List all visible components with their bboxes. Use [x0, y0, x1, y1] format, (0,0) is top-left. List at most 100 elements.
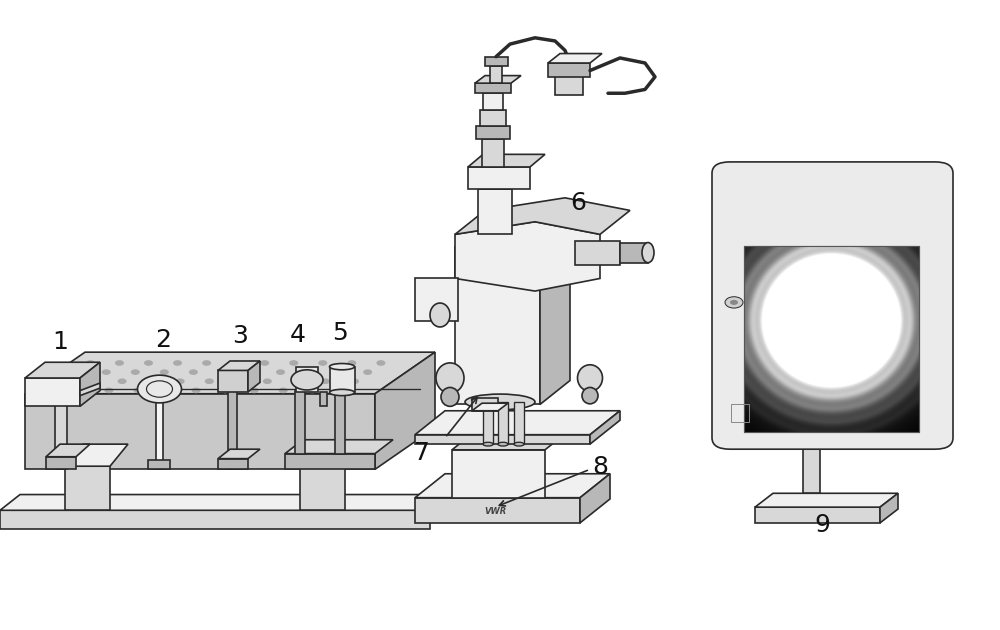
- Polygon shape: [415, 435, 590, 444]
- Polygon shape: [472, 403, 508, 411]
- Polygon shape: [476, 126, 510, 139]
- Polygon shape: [482, 139, 504, 167]
- Text: 6: 6: [570, 192, 586, 215]
- Circle shape: [305, 369, 314, 375]
- Polygon shape: [478, 189, 512, 234]
- Ellipse shape: [514, 442, 524, 446]
- Text: 8: 8: [592, 455, 608, 479]
- Polygon shape: [475, 76, 521, 83]
- Polygon shape: [575, 241, 620, 265]
- Ellipse shape: [330, 364, 354, 370]
- Polygon shape: [156, 393, 163, 469]
- Ellipse shape: [642, 243, 654, 263]
- Polygon shape: [514, 402, 524, 444]
- Polygon shape: [468, 167, 530, 189]
- Circle shape: [279, 387, 288, 393]
- Polygon shape: [218, 459, 248, 469]
- Polygon shape: [335, 391, 345, 454]
- Polygon shape: [80, 383, 100, 396]
- Polygon shape: [65, 466, 110, 510]
- Ellipse shape: [430, 303, 450, 327]
- Circle shape: [192, 387, 201, 393]
- Circle shape: [73, 369, 82, 375]
- Polygon shape: [880, 493, 898, 523]
- Circle shape: [308, 387, 317, 393]
- Polygon shape: [455, 222, 600, 291]
- Polygon shape: [620, 243, 648, 263]
- Polygon shape: [455, 247, 540, 404]
- Polygon shape: [46, 457, 76, 469]
- Polygon shape: [755, 507, 880, 523]
- Ellipse shape: [483, 442, 493, 446]
- Polygon shape: [540, 223, 570, 404]
- Polygon shape: [218, 361, 260, 370]
- Circle shape: [218, 369, 227, 375]
- Circle shape: [176, 379, 185, 384]
- Circle shape: [162, 387, 172, 393]
- Polygon shape: [218, 449, 260, 459]
- Circle shape: [347, 360, 356, 366]
- Polygon shape: [472, 398, 498, 411]
- Polygon shape: [375, 352, 435, 469]
- Polygon shape: [148, 460, 170, 469]
- Circle shape: [276, 369, 285, 375]
- Circle shape: [138, 375, 182, 403]
- Text: 3: 3: [232, 324, 248, 348]
- Circle shape: [231, 360, 240, 366]
- Ellipse shape: [498, 442, 508, 446]
- Polygon shape: [555, 76, 583, 94]
- Circle shape: [205, 379, 214, 384]
- Polygon shape: [415, 498, 580, 523]
- Text: 7: 7: [414, 441, 430, 465]
- Circle shape: [102, 369, 111, 375]
- Text: 1: 1: [52, 330, 68, 354]
- Circle shape: [337, 387, 346, 393]
- Circle shape: [147, 379, 156, 384]
- Polygon shape: [478, 176, 527, 189]
- Polygon shape: [498, 402, 508, 444]
- Circle shape: [202, 360, 211, 366]
- Polygon shape: [65, 444, 128, 466]
- Text: 5: 5: [332, 321, 348, 345]
- Ellipse shape: [436, 363, 464, 393]
- Polygon shape: [803, 435, 820, 493]
- Circle shape: [118, 379, 127, 384]
- Bar: [744, 246, 919, 432]
- Polygon shape: [80, 362, 100, 406]
- Circle shape: [115, 360, 124, 366]
- Ellipse shape: [330, 389, 354, 396]
- Polygon shape: [485, 57, 508, 66]
- Polygon shape: [0, 495, 450, 510]
- Circle shape: [133, 387, 142, 393]
- Circle shape: [334, 369, 343, 375]
- Bar: [731, 404, 749, 422]
- Circle shape: [60, 379, 68, 384]
- Circle shape: [318, 360, 327, 366]
- Bar: [744, 246, 919, 432]
- Polygon shape: [25, 394, 375, 469]
- Polygon shape: [452, 450, 545, 498]
- Polygon shape: [455, 223, 570, 247]
- Circle shape: [46, 387, 55, 393]
- Polygon shape: [803, 427, 830, 435]
- Polygon shape: [452, 426, 575, 450]
- Polygon shape: [25, 378, 80, 406]
- Polygon shape: [300, 466, 345, 510]
- Polygon shape: [248, 361, 260, 392]
- Circle shape: [234, 379, 243, 384]
- Text: 9: 9: [814, 513, 830, 537]
- Circle shape: [263, 379, 272, 384]
- Circle shape: [363, 369, 372, 375]
- Polygon shape: [480, 110, 506, 126]
- Circle shape: [292, 379, 301, 384]
- Circle shape: [250, 387, 259, 393]
- Ellipse shape: [578, 365, 603, 391]
- Polygon shape: [25, 362, 100, 378]
- Circle shape: [725, 297, 743, 308]
- Polygon shape: [300, 444, 363, 466]
- Polygon shape: [548, 63, 590, 77]
- Polygon shape: [415, 474, 610, 498]
- Polygon shape: [415, 278, 458, 321]
- Polygon shape: [0, 510, 430, 529]
- Polygon shape: [580, 474, 610, 523]
